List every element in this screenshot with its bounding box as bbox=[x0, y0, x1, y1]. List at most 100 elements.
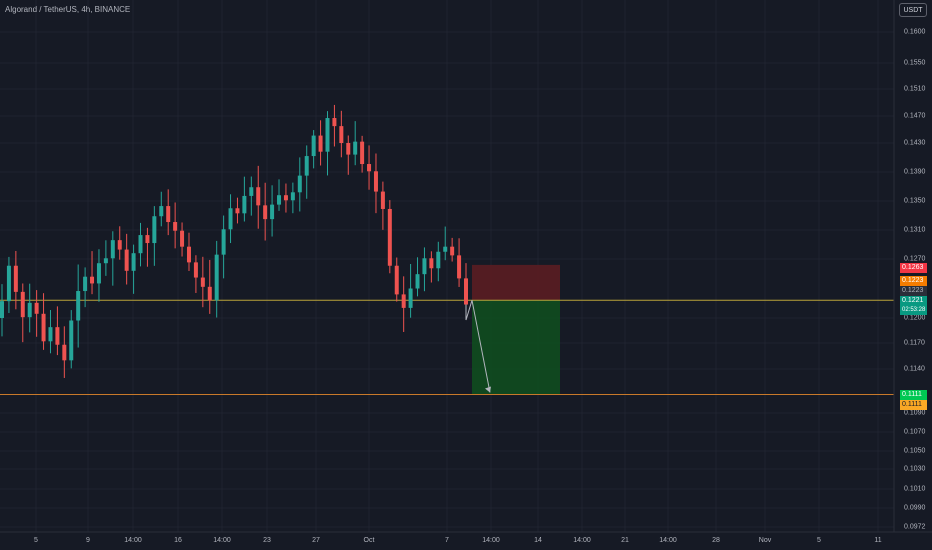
candle-body bbox=[263, 205, 268, 220]
price-tick-label: 0.1200 bbox=[904, 314, 926, 322]
candle-countdown: 02:53:28 bbox=[900, 305, 927, 315]
candle-body bbox=[360, 141, 365, 165]
time-tick-label: 14:00 bbox=[482, 537, 500, 544]
forecast-arrow-path[interactable] bbox=[465, 300, 491, 393]
candle-body bbox=[186, 246, 191, 263]
price-tick-label: 0.1510 bbox=[904, 85, 926, 93]
candle-body bbox=[166, 206, 171, 223]
candle-body bbox=[124, 249, 129, 271]
candle-body bbox=[235, 208, 240, 214]
time-tick-label: 14:00 bbox=[573, 537, 591, 544]
time-tick-label: 28 bbox=[712, 537, 720, 544]
price-tick-label: 0.1140 bbox=[904, 365, 925, 373]
time-tick-label: 9 bbox=[86, 537, 90, 544]
candle-body bbox=[346, 143, 351, 155]
candle-body bbox=[221, 229, 226, 255]
candle-body bbox=[429, 258, 434, 269]
candle-body bbox=[96, 263, 101, 284]
candle-body bbox=[353, 141, 358, 155]
candle-body bbox=[173, 222, 178, 231]
price-tick-label: 0.1090 bbox=[904, 409, 926, 417]
candlestick-series bbox=[0, 104, 468, 378]
time-tick-label: 16 bbox=[174, 537, 182, 544]
time-tick-label: 21 bbox=[621, 537, 629, 544]
candle-body bbox=[249, 187, 254, 196]
price-tick-label: 0.1600 bbox=[904, 28, 926, 36]
price-tick-label: 0.1470 bbox=[904, 112, 926, 120]
candle-body bbox=[228, 208, 233, 230]
candle-body bbox=[422, 258, 427, 275]
price-tick-label: 0.0990 bbox=[904, 504, 926, 512]
candle-body bbox=[297, 175, 302, 193]
currency-button[interactable]: USDT bbox=[899, 3, 927, 17]
time-tick-label: 14:00 bbox=[124, 537, 142, 544]
candle-body bbox=[283, 195, 288, 201]
time-axis[interactable]: 5 9 14:00 16 14:00 23 27 Oct 7 14:00 14 14:00 21 14:0… bbox=[0, 532, 894, 550]
candle-body bbox=[103, 258, 108, 264]
candle-body bbox=[117, 240, 122, 250]
candle-body bbox=[311, 135, 316, 157]
time-tick-label: 23 bbox=[263, 537, 271, 544]
candle-body bbox=[138, 235, 143, 254]
price-tick-label: 0.1310 bbox=[904, 226, 926, 234]
price-axis[interactable]: 0.1600 0.1550 0.1510 0.1470 0.1430 0.1390 0.13… bbox=[894, 0, 932, 532]
candle-body bbox=[200, 277, 205, 287]
candle-body bbox=[13, 265, 18, 292]
candle-body bbox=[159, 206, 164, 217]
candle-body bbox=[180, 230, 185, 247]
candle-body bbox=[110, 240, 115, 259]
candle-body bbox=[214, 254, 219, 301]
target-price-tag: 0.1111 bbox=[900, 390, 927, 400]
candle-body bbox=[48, 327, 53, 342]
price-tick-label: 0.1430 bbox=[904, 139, 926, 147]
candle-body bbox=[380, 191, 385, 209]
time-tick-label: 14:00 bbox=[213, 537, 231, 544]
price-tick-label: 0.1390 bbox=[904, 168, 926, 176]
candle-body bbox=[145, 235, 150, 244]
candle-body bbox=[464, 278, 468, 305]
stop-price-tag: 0.1263 bbox=[900, 263, 927, 273]
symbol-title[interactable]: Algorand / TetherUS, 4h, BINANCE bbox=[5, 5, 131, 14]
alert-price-tag: 0.1223 bbox=[900, 276, 927, 286]
candle-body bbox=[401, 294, 406, 308]
stop-loss-zone[interactable] bbox=[472, 264, 560, 301]
candle-body bbox=[90, 276, 95, 284]
time-tick-label: Nov bbox=[758, 537, 772, 544]
time-tick-label: 5 bbox=[817, 537, 821, 544]
candle-body bbox=[152, 216, 157, 244]
candle-body bbox=[415, 274, 420, 289]
candle-body bbox=[387, 208, 392, 266]
candle-body bbox=[457, 255, 462, 279]
time-tick-label: 11 bbox=[874, 537, 882, 544]
candle-body bbox=[367, 164, 372, 172]
chart-grid bbox=[0, 0, 894, 532]
time-tick-label: Oct bbox=[363, 537, 375, 544]
candle-body bbox=[332, 118, 337, 127]
price-tick-label: 0.0972 bbox=[904, 523, 926, 531]
candle-body bbox=[270, 204, 275, 220]
time-tick-label: 27 bbox=[312, 537, 320, 544]
candle-body bbox=[20, 291, 25, 318]
candle-body bbox=[41, 313, 46, 342]
price-tick-label: 0.1070 bbox=[904, 428, 926, 436]
candle-body bbox=[0, 301, 4, 318]
candle-body bbox=[34, 302, 39, 314]
price-tick-label: 0.1170 bbox=[904, 339, 925, 347]
candle-body bbox=[27, 302, 32, 318]
candle-body bbox=[242, 195, 247, 214]
time-tick-label: 14:00 bbox=[659, 537, 677, 544]
candle-body bbox=[277, 195, 282, 205]
candle-body bbox=[76, 291, 81, 321]
candle-body bbox=[373, 171, 378, 192]
current-price-tag-alt: 0.1223 bbox=[900, 286, 927, 296]
price-tick-label: 0.1050 bbox=[904, 447, 926, 455]
candle-body bbox=[394, 265, 399, 295]
candle-body bbox=[193, 262, 198, 278]
candle-body bbox=[443, 246, 448, 252]
take-profit-zone[interactable] bbox=[472, 300, 560, 395]
candle-body bbox=[450, 246, 455, 256]
forecast-arrow-head bbox=[485, 386, 491, 393]
current-price-tag: 0.1221 bbox=[900, 296, 927, 306]
candle-body bbox=[83, 276, 88, 292]
